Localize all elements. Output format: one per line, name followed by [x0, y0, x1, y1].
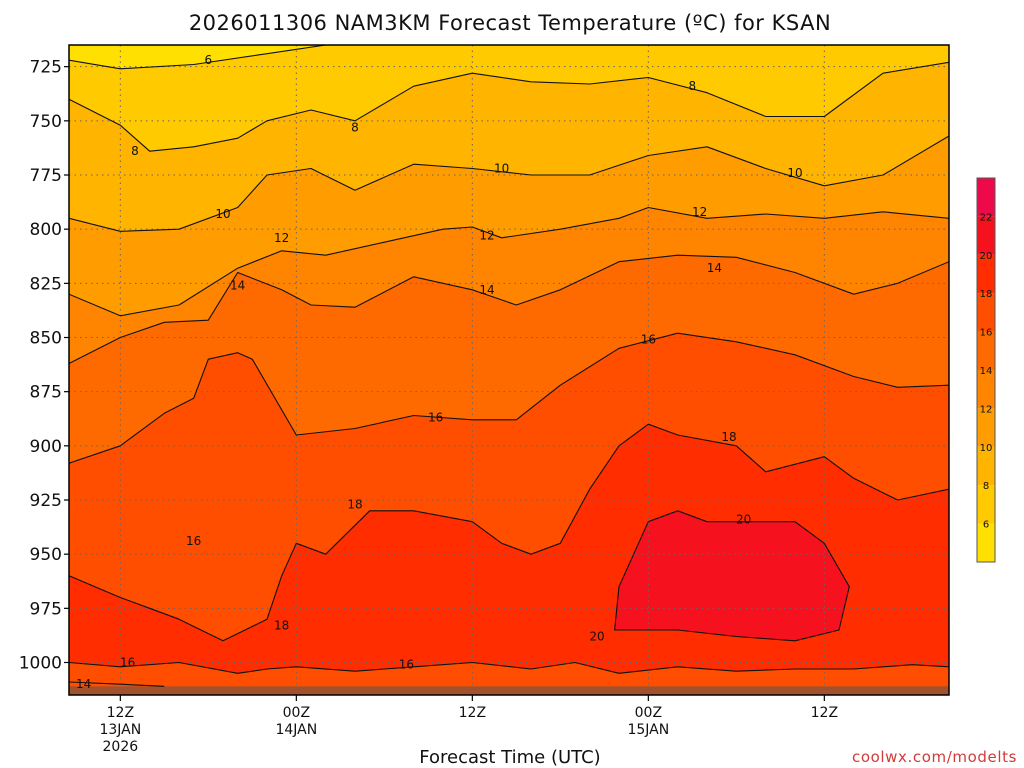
colorbar-swatch: [977, 446, 995, 486]
colorbar-swatch: [977, 485, 995, 524]
ground-layer: [69, 686, 949, 695]
isotherm-label: 12: [479, 229, 494, 243]
colorbar-swatch: [977, 370, 995, 409]
x-tick-label: 12Z: [107, 705, 134, 721]
colorbar-tick-label: 20: [980, 251, 993, 262]
isotherm-label: 8: [689, 79, 697, 93]
x-tick-label: 00Z: [635, 705, 662, 721]
isotherm-10: [69, 135, 949, 232]
isotherm-20: [614, 510, 850, 642]
x-tick-label: 12Z: [811, 705, 838, 721]
colorbar-swatch: [977, 523, 995, 562]
colorbar-tick-label: 18: [980, 289, 993, 300]
y-tick-label: 825: [30, 274, 62, 294]
isotherm-label: 18: [347, 497, 362, 511]
y-tick-label: 950: [30, 545, 62, 565]
isotherm-label: 20: [589, 630, 604, 644]
pressure-axis: 725 750 775 800 825 850 875 900 925 950 975 1000: [19, 58, 69, 674]
ground-surface: [69, 686, 949, 695]
isotherm-label: 10: [215, 207, 230, 221]
isotherm-lines: [69, 45, 949, 687]
isotherm-label: 12: [274, 231, 289, 245]
colorbar-swatch: [977, 254, 995, 294]
isotherm-label: 8: [351, 120, 359, 134]
isotherm-16: [69, 661, 949, 674]
y-tick-label: 775: [30, 166, 62, 186]
isotherm-label: 8: [131, 144, 139, 158]
x-tick-label: 13JAN: [99, 722, 141, 738]
isotherm-14: [69, 254, 949, 364]
y-tick-label: 975: [30, 599, 62, 619]
x-tick-label: 00Z: [283, 705, 310, 721]
colorbar-frame: [976, 177, 996, 563]
colorbar-swatch: [977, 178, 995, 217]
colorbar-swatch: [977, 216, 995, 255]
isotherm-label: 16: [641, 333, 656, 347]
colorbar-swatch: [977, 408, 995, 447]
y-tick-label: 900: [30, 437, 62, 457]
colorbar-tick-label: 12: [980, 404, 993, 415]
isotherm-label: 16: [120, 656, 135, 670]
y-tick-label: 1000: [19, 654, 62, 674]
y-tick-label: 750: [30, 112, 62, 132]
isotherm-label: 16: [186, 534, 201, 548]
plot-frame: [68, 44, 950, 696]
x-axis-label: Forecast Time (UTC): [419, 747, 600, 768]
isotherm-labels: 6 8 8 8 10 10 10 12 12 12 14 14 14 16 16 16 16 16 18 18 18 20…: [76, 53, 803, 691]
isotherm-8: [69, 61, 949, 152]
colorbar-tick-label: 8: [983, 481, 989, 492]
x-tick-label: 2026: [103, 739, 139, 755]
isotherm-12: [69, 206, 949, 317]
isotherm-18: [69, 423, 949, 642]
colorbar-tick-label: 22: [980, 212, 993, 223]
isotherm-label: 14: [76, 677, 91, 691]
colorbar-tick-label: 10: [980, 443, 993, 454]
isotherm-6: [69, 45, 949, 70]
chart-title: 2026011306 NAM3KM Forecast Temperature (…: [189, 11, 831, 35]
x-tick-label: 15JAN: [627, 722, 669, 738]
colorbar-tick-label: 6: [983, 520, 989, 531]
isotherm-label: 10: [494, 162, 509, 176]
isotherm-label: 12: [692, 205, 707, 219]
isotherm-label: 18: [721, 430, 736, 444]
isotherm-label: 18: [274, 619, 289, 633]
colorbar-tick-label: 16: [980, 328, 993, 339]
y-tick-label: 800: [30, 220, 62, 240]
colorbar-tick-label: 14: [980, 366, 993, 377]
temperature-bands: [69, 45, 949, 695]
grid-lines: [69, 45, 949, 695]
plot-area: 6 8 8 8 10 10 10 12 12 12 14 14 14 16 16 16 16 16 18 18 18 20…: [68, 44, 950, 696]
y-tick-label: 725: [30, 58, 62, 78]
colorbar-swatch: [977, 293, 995, 332]
isotherm-label: 14: [230, 279, 245, 293]
isotherm-14: [69, 681, 165, 687]
isotherm-label: 14: [479, 283, 494, 297]
isotherm-label: 10: [787, 166, 802, 180]
isotherm-label: 16: [428, 411, 443, 425]
color-legend: 6 8 10 12 14 16 18 20 22: [976, 177, 996, 563]
y-tick-label: 875: [30, 383, 62, 403]
credit-link[interactable]: coolwx.com/modelts: [852, 748, 1017, 766]
isotherm-16: [69, 332, 949, 464]
isotherm-label: 14: [707, 261, 722, 275]
y-tick-label: 850: [30, 329, 62, 349]
x-tick-label: 14JAN: [275, 722, 317, 738]
x-tick-label: 12Z: [459, 705, 486, 721]
isotherm-label: 16: [399, 658, 414, 672]
isotherm-label: 20: [736, 513, 751, 527]
isotherm-label: 6: [205, 53, 213, 67]
colorbar-swatch: [977, 331, 995, 370]
y-tick-label: 925: [30, 491, 62, 511]
